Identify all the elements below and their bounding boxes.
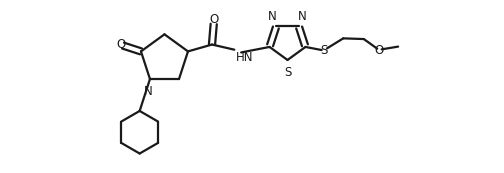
Text: N: N xyxy=(144,85,152,98)
Text: N: N xyxy=(298,10,307,23)
Text: S: S xyxy=(284,66,291,79)
Text: N: N xyxy=(268,10,277,23)
Text: S: S xyxy=(321,44,328,57)
Text: HN: HN xyxy=(236,51,254,64)
Text: O: O xyxy=(117,38,126,51)
Text: O: O xyxy=(374,44,384,57)
Text: O: O xyxy=(209,13,218,26)
